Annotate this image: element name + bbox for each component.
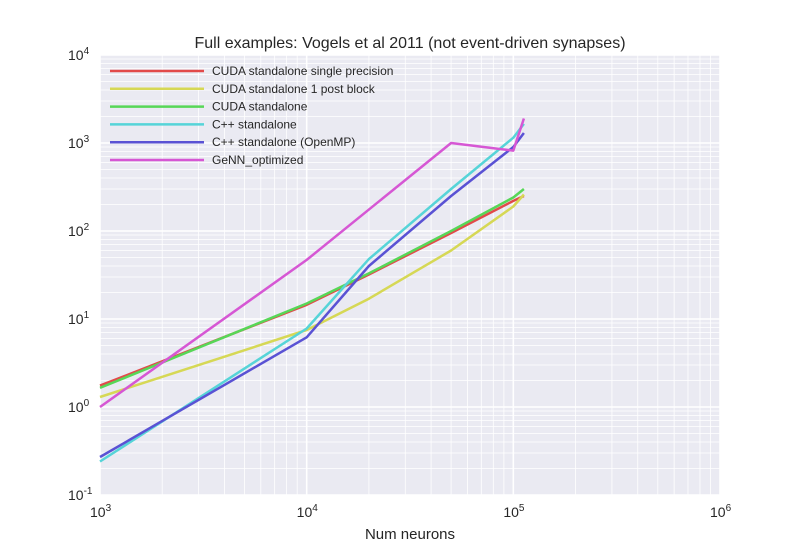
x-tick-label-2: 105: [503, 503, 525, 520]
y-tick-label-5: 104: [68, 46, 90, 63]
x-tick-label-0: 103: [90, 503, 112, 520]
x-axis-label: Num neurons: [365, 526, 455, 543]
series-line-3: [99, 123, 525, 463]
y-tick-label-3: 102: [68, 222, 90, 239]
y-tick-label-1: 100: [68, 398, 90, 415]
x-tick-label-3: 106: [710, 503, 732, 520]
series-line-1: [99, 193, 525, 399]
legend-label-3: C++ standalone: [212, 117, 297, 131]
series-lines: [99, 118, 526, 463]
chart-title: Full examples: Vogels et al 2011 (not ev…: [194, 35, 625, 52]
series-line-5: [99, 118, 526, 409]
x-tick-labels: 103 104 105 106: [90, 503, 732, 520]
legend-label-0: CUDA standalone single precision: [212, 64, 393, 78]
x-tick-label-1: 104: [297, 503, 319, 520]
series-line-2: [99, 188, 525, 390]
legend: CUDA standalone single precision CUDA sta…: [110, 64, 393, 167]
y-tick-labels: 10-1 100 101 102 103 104: [68, 46, 93, 503]
legend-label-1: CUDA standalone 1 post block: [212, 82, 376, 96]
y-tick-label-2: 101: [68, 310, 90, 327]
legend-label-2: CUDA standalone: [212, 100, 308, 114]
y-tick-label-0: 10-1: [68, 486, 93, 503]
legend-label-4: C++ standalone (OpenMP): [212, 135, 355, 149]
legend-label-5: GeNN_optimized: [212, 153, 303, 167]
y-tick-label-4: 103: [68, 134, 90, 151]
